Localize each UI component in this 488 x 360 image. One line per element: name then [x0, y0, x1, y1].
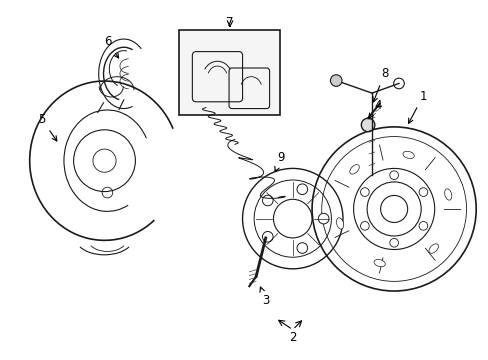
- Ellipse shape: [428, 244, 438, 253]
- Text: 7: 7: [226, 16, 233, 29]
- Ellipse shape: [336, 218, 343, 229]
- Circle shape: [360, 221, 368, 230]
- Circle shape: [195, 96, 212, 113]
- Circle shape: [262, 231, 272, 242]
- Circle shape: [389, 171, 398, 180]
- Text: 1: 1: [408, 90, 426, 123]
- Text: 5: 5: [38, 113, 57, 141]
- Circle shape: [262, 195, 272, 206]
- Circle shape: [389, 238, 398, 247]
- Circle shape: [418, 188, 427, 197]
- Text: 4: 4: [368, 99, 381, 118]
- Circle shape: [296, 184, 307, 194]
- Bar: [179, 30, 280, 115]
- Circle shape: [418, 221, 427, 230]
- Circle shape: [296, 243, 307, 253]
- Text: 8: 8: [372, 67, 387, 102]
- Circle shape: [318, 213, 328, 224]
- Text: 6: 6: [103, 35, 119, 58]
- Ellipse shape: [444, 189, 451, 200]
- Circle shape: [361, 118, 374, 132]
- Ellipse shape: [402, 151, 413, 158]
- Text: 2: 2: [288, 331, 296, 344]
- Circle shape: [330, 75, 341, 86]
- Text: 3: 3: [260, 287, 269, 307]
- Text: 9: 9: [274, 151, 285, 171]
- Ellipse shape: [349, 165, 359, 174]
- Circle shape: [360, 188, 368, 197]
- Ellipse shape: [373, 260, 385, 267]
